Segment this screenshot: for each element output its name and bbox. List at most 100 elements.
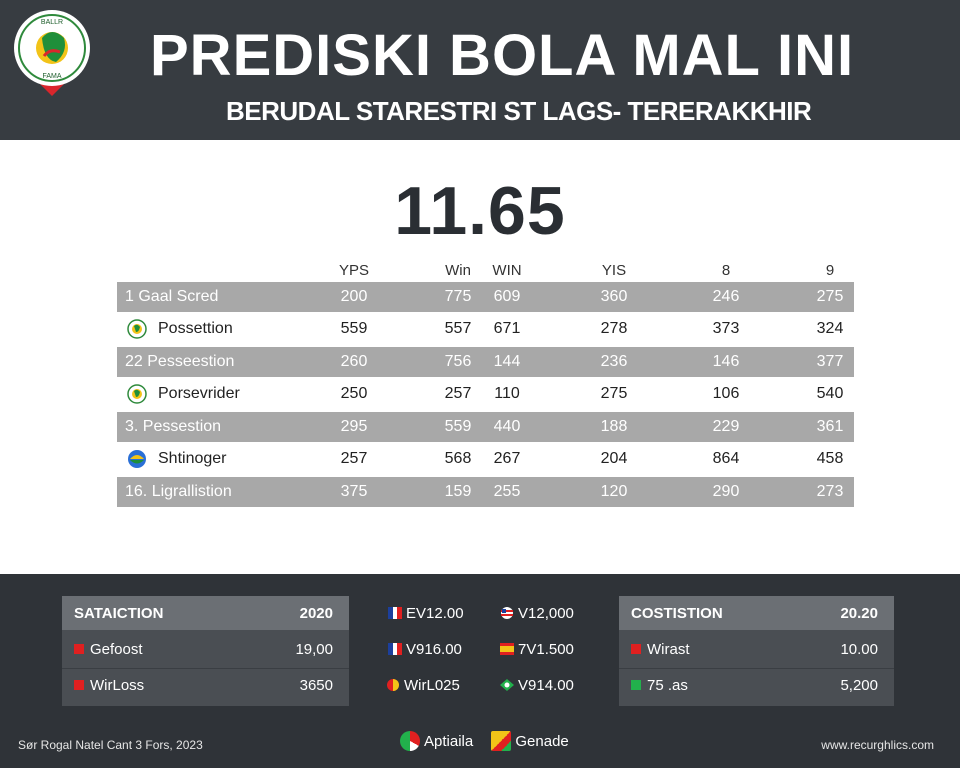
panel-title: COSTISTION <box>631 605 723 622</box>
table-cell: 559 <box>340 320 368 337</box>
row-label: 22 Pesseestion <box>125 353 235 370</box>
big-score: 11.65 <box>394 173 566 249</box>
row-label: Shtinoger <box>158 450 227 467</box>
table-cell: 146 <box>712 353 740 370</box>
panel-row-label: Wirast <box>647 641 690 658</box>
column-header: Win <box>445 262 471 279</box>
colorful-square-icon <box>491 731 512 751</box>
table-cell: 257 <box>340 450 368 467</box>
odds-value: V12,000 <box>518 605 574 622</box>
panel-row-value: 3650 <box>299 677 333 694</box>
odds-value: EV12.00 <box>406 605 464 622</box>
panel-row-label: 75 .as <box>647 677 688 694</box>
partner-label[interactable]: Aptiaila <box>424 733 474 750</box>
table-cell: 200 <box>340 288 368 305</box>
table-cell: 440 <box>493 418 521 435</box>
table-row[interactable]: 3. Pessestion 295 559 440 188 229 361 <box>117 412 854 442</box>
column-header: YIS <box>601 262 627 279</box>
left-stats-panel: SATAICTION 2020 Gefoost 19,00 WirLoss 36… <box>62 596 349 706</box>
odds-item[interactable]: V914.00 <box>500 677 574 694</box>
panel-row-value: 19,00 <box>295 641 333 658</box>
panel-row[interactable]: 75 .as 5,200 <box>619 668 894 702</box>
table-cell: 255 <box>493 483 521 500</box>
flag-spain-icon <box>500 643 514 655</box>
panel-row-value: 10.00 <box>840 641 878 658</box>
table-row[interactable]: 1 Gaal Scred 200 775 609 360 246 275 <box>117 282 854 312</box>
page-title: PREDISKI BOLA MAL INI <box>150 23 855 88</box>
table-cell: 568 <box>444 450 472 467</box>
panel-header: COSTISTION 20.20 <box>619 596 894 630</box>
table-cell: 273 <box>816 483 844 500</box>
panel-title: SATAICTION <box>74 605 164 622</box>
odds-item[interactable]: V916.00 <box>388 641 462 658</box>
table-row[interactable]: 22 Pesseestion 260 756 144 236 146 377 <box>117 347 854 377</box>
green-square-icon <box>631 680 641 690</box>
panel-row-label: Gefoost <box>90 641 143 658</box>
row-label: Porsevrider <box>158 385 240 402</box>
table-cell: 864 <box>712 450 740 467</box>
column-header: YPS <box>338 262 369 279</box>
table-row[interactable]: Possettion 559 557 671 278 373 324 <box>117 314 854 344</box>
table-cell: 377 <box>816 353 844 370</box>
club-badge-icon <box>127 384 147 404</box>
panel-value: 2020 <box>299 605 333 622</box>
panel-row-value: 5,200 <box>840 677 878 694</box>
panel-row[interactable]: WirLoss 3650 <box>62 668 349 702</box>
footer-website-link[interactable]: www.recurghlics.com <box>821 738 934 752</box>
table-cell: 250 <box>340 385 368 402</box>
odds-item[interactable]: V12,000 <box>500 605 574 622</box>
divider <box>619 668 894 669</box>
odds-value: V914.00 <box>518 677 574 694</box>
table-cell: 275 <box>816 288 844 305</box>
footer-partners: Aptiaila Genade <box>400 731 569 751</box>
table-cell: 267 <box>493 450 521 467</box>
table-cell: 106 <box>712 385 740 402</box>
table-cell: 557 <box>444 320 472 337</box>
table-cell: 458 <box>816 450 844 467</box>
footer-credit: Sør Rogal Natel Cant 3 Fors, 2023 <box>18 738 203 752</box>
row-label: 1 Gaal Scred <box>125 288 219 305</box>
flag-usa-icon <box>501 607 513 619</box>
flag-france-icon <box>388 607 402 619</box>
odds-item[interactable]: EV12.00 <box>388 605 464 622</box>
table-row[interactable]: Shtinoger 257 568 267 204 864 458 <box>117 444 854 474</box>
column-header: 8 <box>721 262 731 279</box>
club-badge-icon <box>128 450 146 468</box>
table-cell: 188 <box>600 418 628 435</box>
table-cell: 110 <box>494 385 520 402</box>
red-square-icon <box>74 644 84 654</box>
table-cell: 295 <box>340 418 368 435</box>
panel-row[interactable]: Gefoost 19,00 <box>62 632 349 666</box>
table-row[interactable]: 16. Ligrallistion 375 159 255 120 290 27… <box>117 477 854 507</box>
logo-text-bottom: FAMA <box>42 73 61 80</box>
odds-item[interactable]: 7V1.500 <box>500 641 574 658</box>
table-cell: 375 <box>340 483 368 500</box>
logo-text-top: BALLR <box>41 19 63 26</box>
table-cell: 609 <box>493 288 521 305</box>
table-cell: 120 <box>600 483 628 500</box>
table-cell: 229 <box>712 418 740 435</box>
column-header: WIN <box>492 262 522 279</box>
odds-value: WirL025 <box>404 677 460 694</box>
table-cell: 775 <box>444 288 472 305</box>
odds-item[interactable]: WirL025 <box>386 677 460 694</box>
table-cell: 204 <box>600 450 628 467</box>
table-cell: 278 <box>600 320 628 337</box>
red-square-icon <box>74 680 84 690</box>
table-cell: 756 <box>444 353 472 370</box>
partner-label[interactable]: Genade <box>515 733 569 750</box>
divider <box>62 668 349 669</box>
panel-row[interactable]: Wirast 10.00 <box>619 632 894 666</box>
flag-green-icon <box>500 679 514 691</box>
header: BALLR FAMA PREDISKI BOLA MAL INI BERUDAL… <box>0 0 960 140</box>
table-cell: 671 <box>493 320 521 337</box>
table-row[interactable]: Porsevrider 250 257 110 275 106 540 <box>117 379 854 409</box>
table-cell: 324 <box>816 320 844 337</box>
panel-header: SATAICTION 2020 <box>62 596 349 630</box>
odds-value: V916.00 <box>406 641 462 658</box>
flag-france-icon <box>388 643 402 655</box>
table-cell: 360 <box>600 288 628 305</box>
logo-icon: BALLR FAMA <box>14 10 90 96</box>
table-cell: 260 <box>340 353 368 370</box>
row-label: 16. Ligrallistion <box>125 483 232 500</box>
